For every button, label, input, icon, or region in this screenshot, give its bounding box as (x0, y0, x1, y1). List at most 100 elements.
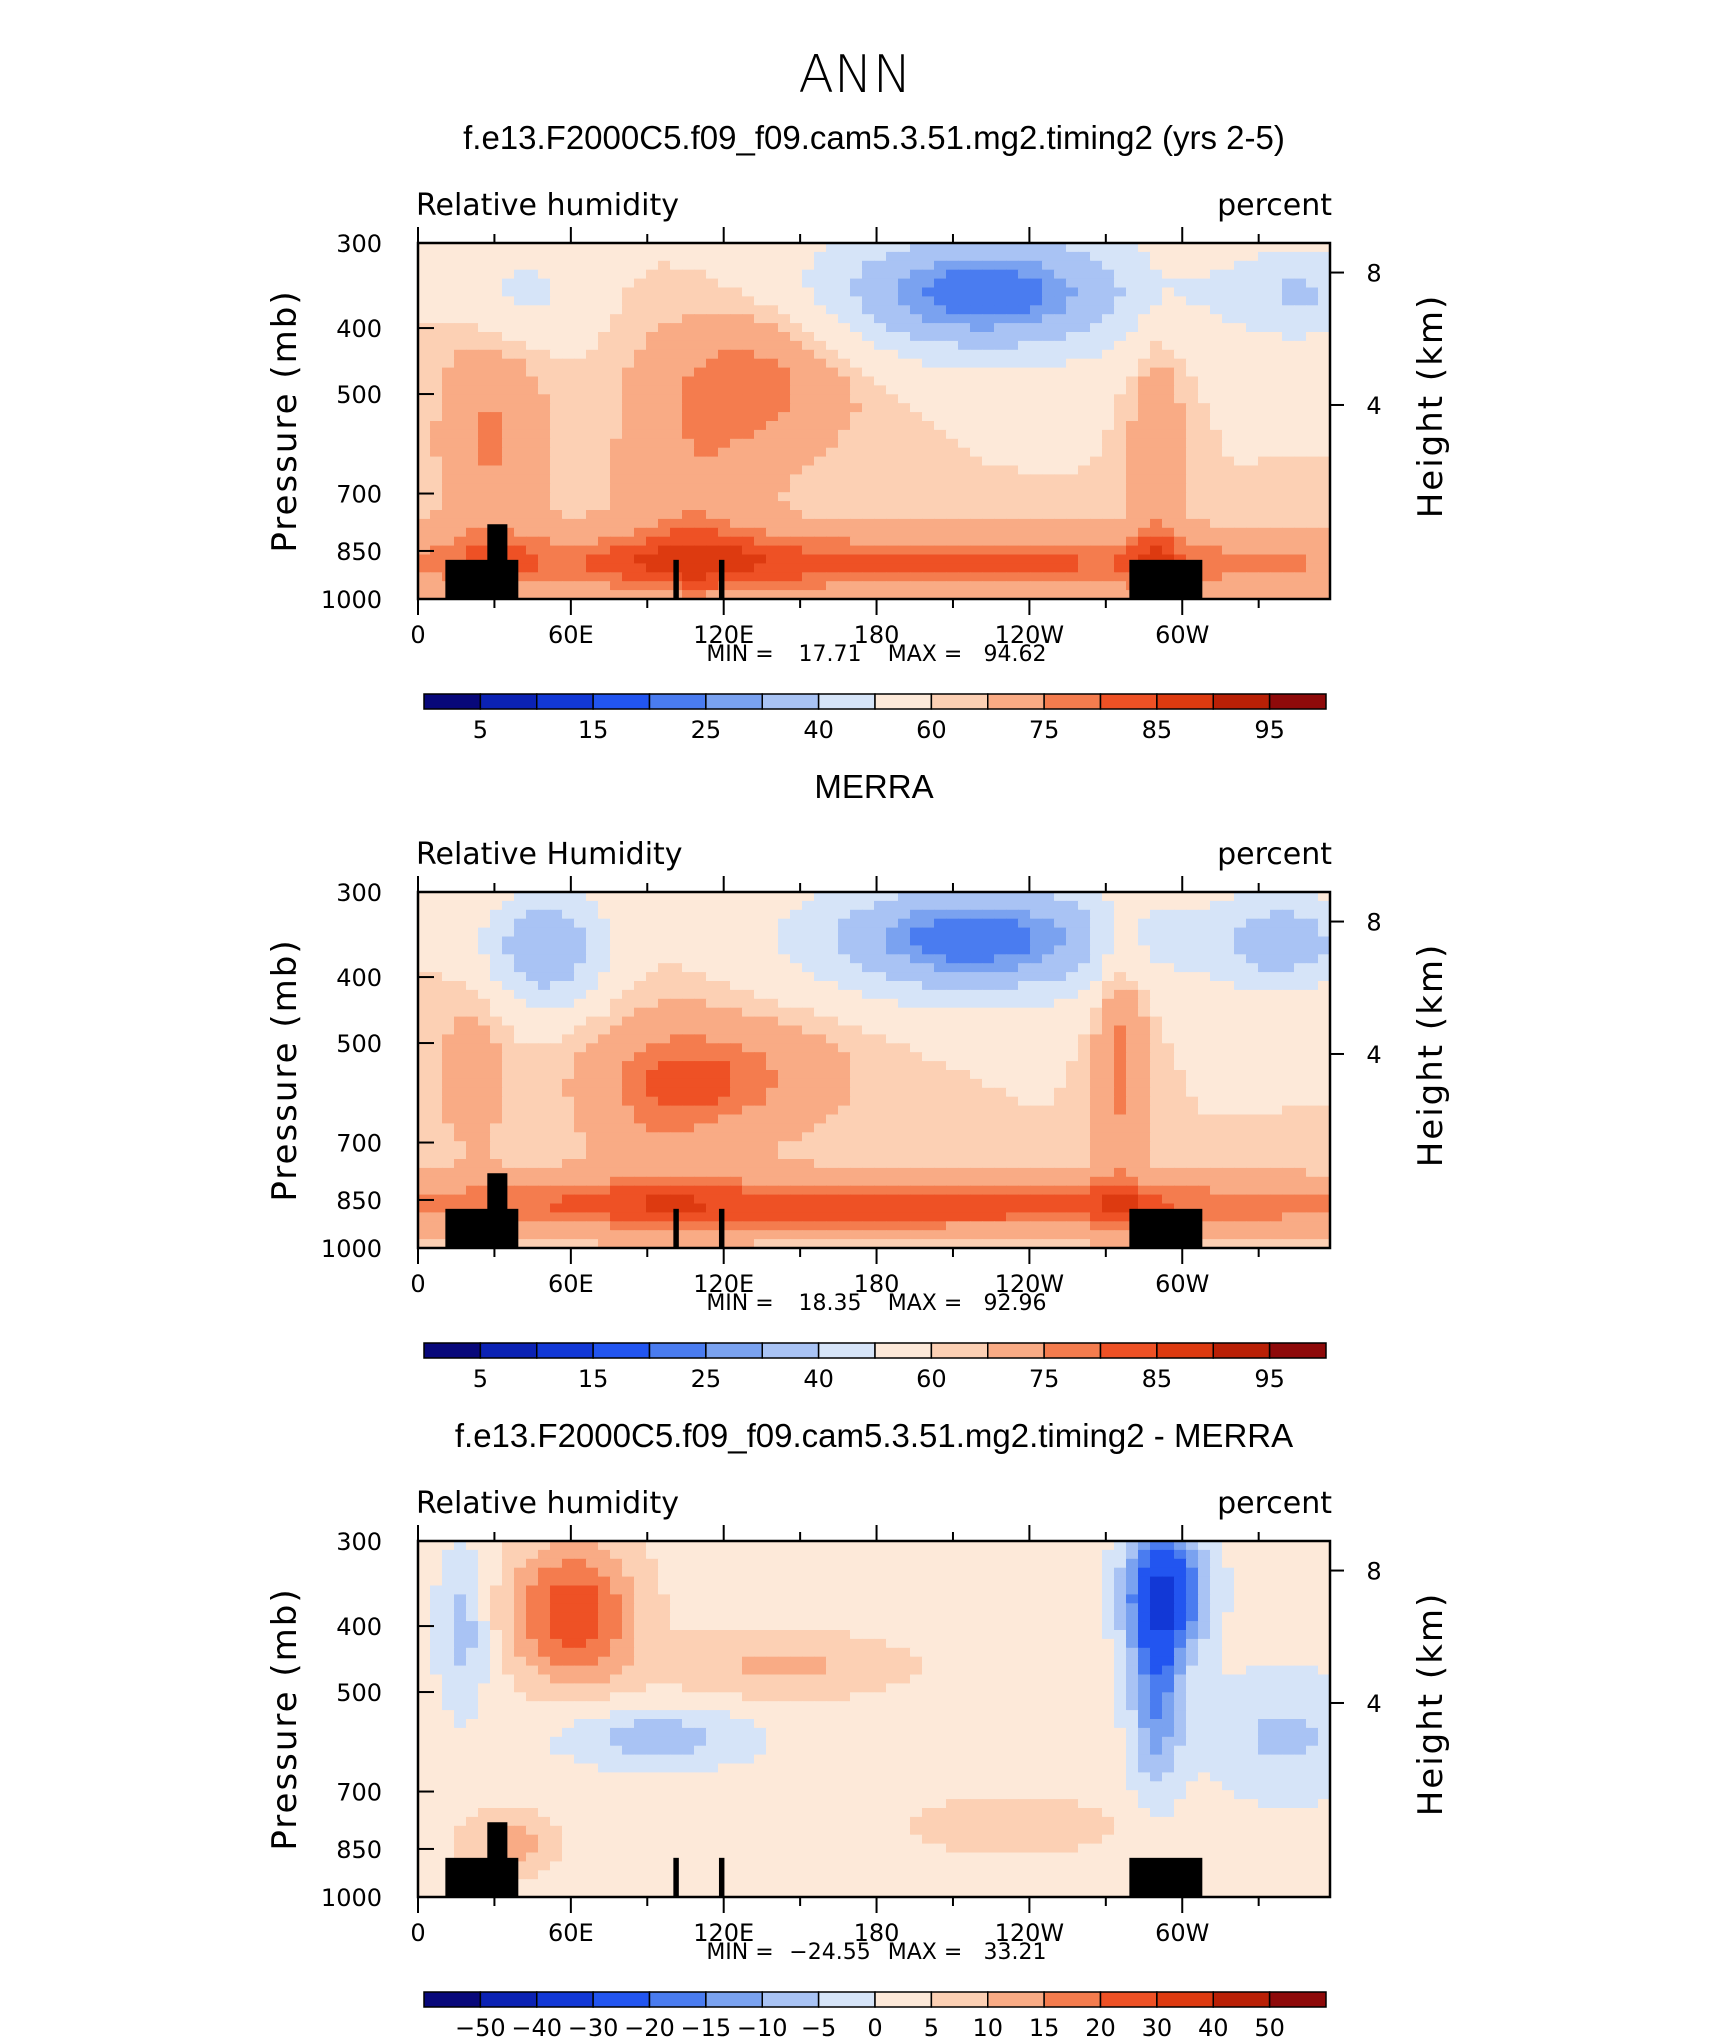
field-cell (718, 492, 731, 502)
field-cell (442, 927, 455, 938)
field-cell (478, 909, 491, 920)
field-cell (946, 1078, 959, 1089)
field-cell (502, 1043, 515, 1053)
field-cell (1306, 349, 1319, 360)
field-cell (430, 412, 443, 422)
field-cell (1186, 394, 1199, 404)
field-cell (1054, 936, 1067, 946)
field-cell (1114, 527, 1127, 538)
field-cell (574, 1096, 587, 1107)
field-cell (574, 900, 587, 911)
field-cell (1066, 394, 1079, 404)
field-cell (946, 429, 959, 440)
field-cell (1030, 314, 1043, 324)
field-cell (514, 278, 527, 289)
field-cell (814, 260, 827, 271)
field-cell (502, 429, 515, 440)
field-cell (1006, 1007, 1019, 1018)
field-cell (670, 367, 683, 378)
field-cell (1018, 332, 1031, 342)
field-cell (610, 305, 623, 315)
field-cell (1222, 305, 1235, 315)
field-cell (754, 510, 767, 520)
field-cell (526, 590, 539, 600)
field-cell (826, 421, 839, 431)
field-cell (1306, 412, 1319, 422)
field-cell (430, 340, 443, 351)
field-cell (814, 358, 827, 369)
field-cell (670, 1007, 683, 1018)
field-cell (898, 358, 911, 369)
field-cell (982, 376, 995, 386)
field-cell (682, 296, 695, 306)
field-cell (1282, 554, 1295, 564)
field-cell (586, 456, 599, 467)
field-cell (682, 492, 695, 502)
field-cell (418, 518, 431, 529)
field-cell (670, 536, 683, 547)
field-cell (826, 332, 839, 342)
field-cell (514, 412, 527, 422)
field-cell (1090, 900, 1103, 911)
field-cell (970, 332, 983, 342)
field-cell (778, 438, 791, 449)
field-cell (1306, 1061, 1319, 1071)
field-cell (706, 305, 719, 315)
field-cell (754, 518, 767, 529)
field-cell (1006, 278, 1019, 289)
field-cell (718, 474, 731, 484)
field-cell (694, 465, 707, 475)
field-cell (1258, 1078, 1271, 1089)
field-cell (910, 989, 923, 1000)
field-cell (418, 590, 431, 600)
field-cell (430, 287, 443, 297)
field-cell (742, 981, 755, 991)
field-cell (1150, 483, 1163, 493)
field-cell (982, 936, 995, 946)
field-cell (898, 385, 911, 395)
field-cell (838, 243, 851, 253)
field-cell (850, 260, 863, 271)
field-cell (622, 403, 635, 413)
field-cell (514, 1025, 527, 1035)
field-cell (862, 563, 875, 573)
field-cell (1126, 554, 1139, 564)
field-cell (1030, 474, 1043, 484)
field-cell (478, 900, 491, 911)
field-cell (790, 998, 803, 1009)
field-cell (694, 1096, 707, 1107)
field-cell (442, 963, 455, 973)
field-cell (1186, 972, 1199, 982)
field-cell (1114, 963, 1127, 973)
field-cell (982, 900, 995, 911)
field-cell (598, 438, 611, 449)
field-cell (862, 501, 875, 511)
field-cell (514, 314, 527, 324)
field-cell (934, 1078, 947, 1089)
field-cell (454, 1087, 467, 1098)
field-cell (826, 536, 839, 547)
field-cell (694, 385, 707, 395)
field-cell (922, 456, 935, 467)
field-cell (1102, 456, 1115, 467)
field-cell (730, 918, 743, 929)
field-cell (526, 572, 539, 582)
field-cell (1042, 251, 1055, 262)
field-cell (562, 1034, 575, 1044)
field-cell (982, 927, 995, 938)
field-cell (706, 1043, 719, 1053)
field-cell (1270, 945, 1283, 955)
field-cell (994, 945, 1007, 955)
field-cell (490, 260, 503, 271)
field-cell (1162, 483, 1175, 493)
field-cell (1186, 251, 1199, 262)
field-cell (958, 554, 971, 564)
field-cell (1078, 1025, 1091, 1035)
field-cell (1114, 554, 1127, 564)
field-cell (418, 465, 431, 475)
field-cell (742, 1087, 755, 1098)
field-cell (994, 412, 1007, 422)
field-cell (970, 412, 983, 422)
field-cell (790, 927, 803, 938)
field-cell (442, 1078, 455, 1089)
